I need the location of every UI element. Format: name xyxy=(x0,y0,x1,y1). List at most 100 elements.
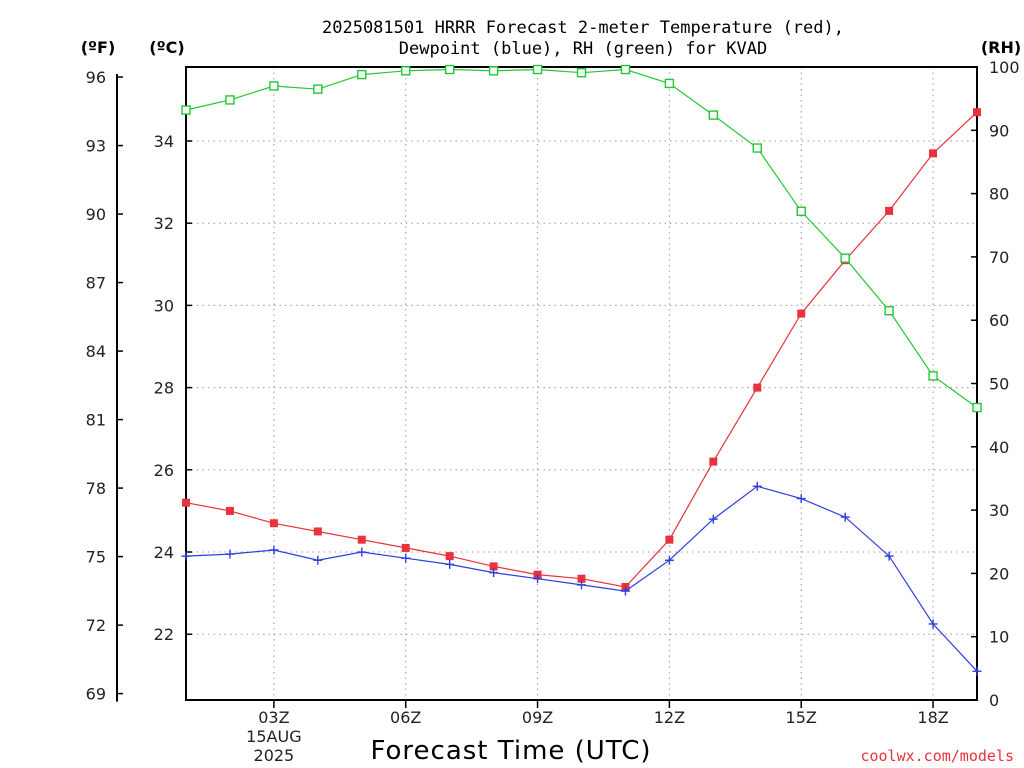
rh-tick-label: 50 xyxy=(989,375,1009,394)
dewpoint-point xyxy=(269,545,279,555)
temperature-point xyxy=(753,383,762,392)
temperature-point xyxy=(182,498,190,507)
dewpoint-point xyxy=(664,555,674,565)
dewpoint-point xyxy=(796,494,806,504)
rh-point xyxy=(664,78,675,89)
dewpoint-point xyxy=(884,551,894,561)
fahrenheit-unit-label: (ºF) xyxy=(81,38,116,57)
rh-tick-label: 100 xyxy=(989,58,1020,77)
grid-lines xyxy=(186,67,977,700)
f-tick-label: 93 xyxy=(86,137,106,156)
x-tick-label: 09Z xyxy=(522,708,553,727)
temperature-point xyxy=(489,562,498,571)
f-tick-label: 72 xyxy=(86,616,106,635)
rh-point xyxy=(269,81,279,91)
x-tick-label: 06Z xyxy=(390,708,421,727)
rh-line xyxy=(185,68,978,409)
c-tick-label: 28 xyxy=(154,379,174,398)
rh-point xyxy=(488,66,499,76)
x-year-label: 2025 xyxy=(254,746,295,765)
dewpoint-point xyxy=(840,512,850,522)
dewpoint-point xyxy=(181,551,191,561)
rh-point xyxy=(796,206,806,217)
temperature-point xyxy=(929,149,938,158)
c-tick-label: 24 xyxy=(154,543,174,562)
x-axis-title: Forecast Time (UTC) xyxy=(370,736,651,766)
f-tick-label: 96 xyxy=(86,68,106,87)
rh-tick-label: 90 xyxy=(989,121,1009,140)
rh-point xyxy=(928,371,938,381)
dewpoint-point xyxy=(577,580,586,590)
dewpoint-point xyxy=(401,553,411,563)
rh-tick-label: 20 xyxy=(989,564,1009,583)
rh-tick-label: 40 xyxy=(989,438,1009,457)
dewpoint-point xyxy=(620,586,630,596)
rh-series xyxy=(181,64,982,413)
temperature-point xyxy=(665,535,674,544)
chart-title-line1: 2025081501 HRRR Forecast 2-meter Tempera… xyxy=(322,18,844,38)
f-tick-label: 81 xyxy=(86,411,106,430)
rh-point xyxy=(576,67,587,78)
rh-tick-label: 70 xyxy=(989,248,1009,267)
f-tick-label: 87 xyxy=(86,274,106,293)
dewpoint-point xyxy=(357,547,367,557)
temperature-point xyxy=(225,506,234,515)
temperature-series xyxy=(182,108,981,591)
rh-point xyxy=(840,253,850,263)
f-tick-label: 69 xyxy=(86,685,106,704)
f-tick-label: 75 xyxy=(86,548,106,567)
rh-point xyxy=(357,69,367,80)
rh-tick-label: 60 xyxy=(989,311,1009,330)
f-tick-label: 90 xyxy=(86,205,106,224)
dewpoint-point xyxy=(489,568,499,578)
rh-tick-label: 10 xyxy=(989,628,1009,647)
rh-unit-label: (RH) xyxy=(981,38,1021,57)
c-tick-label: 32 xyxy=(154,214,174,233)
temperature-point xyxy=(973,108,981,117)
dewpoint-point xyxy=(533,574,543,584)
dewpoint-point xyxy=(708,514,718,524)
f-tick-label: 78 xyxy=(86,479,106,498)
rh-point xyxy=(181,105,191,115)
series-layer xyxy=(181,64,982,676)
rh-point xyxy=(444,64,455,75)
rh-point xyxy=(532,64,543,75)
dewpoint-point xyxy=(225,549,235,559)
temperature-point xyxy=(357,535,366,544)
f-tick-label: 84 xyxy=(86,342,106,361)
dewpoint-point xyxy=(445,559,455,569)
dewpoint-series xyxy=(181,481,982,676)
dewpoint-point xyxy=(928,619,938,629)
chart-title-line2: Dewpoint (blue), RH (green) for KVAD xyxy=(399,39,767,59)
credit-text: coolwx.com/models xyxy=(860,747,1014,765)
rh-point xyxy=(401,66,411,76)
rh-tick-label: 0 xyxy=(989,691,999,710)
x-date-label: 15AUG xyxy=(246,727,301,746)
c-tick-label: 26 xyxy=(154,461,174,480)
x-tick-label: 12Z xyxy=(654,708,685,727)
rh-point xyxy=(313,84,323,94)
axes: 69 72 75 78 81 84 87 90 93 96 22 24 26 28 30 32 34 0 10 20 3… xyxy=(86,58,1020,765)
rh-point xyxy=(752,143,762,153)
temperature-point xyxy=(313,527,322,536)
x-tick-label: 15Z xyxy=(786,708,817,727)
rh-point xyxy=(972,402,982,413)
temperature-point xyxy=(269,519,278,528)
plot-frame xyxy=(185,66,978,701)
temperature-point xyxy=(577,574,586,583)
rh-point xyxy=(225,95,235,105)
temperature-point xyxy=(401,543,410,552)
c-tick-label: 30 xyxy=(154,296,174,315)
rh-tick-label: 80 xyxy=(989,185,1009,204)
x-tick-label: 18Z xyxy=(917,708,948,727)
rh-point xyxy=(620,64,631,75)
rh-point xyxy=(884,306,894,316)
rh-point xyxy=(708,110,719,120)
temperature-point xyxy=(709,457,718,466)
celsius-unit-label: (ºC) xyxy=(149,38,184,57)
dewpoint-point xyxy=(313,555,323,565)
temperature-line xyxy=(185,111,978,588)
x-tick-label: 03Z xyxy=(258,708,289,727)
dewpoint-point xyxy=(972,666,982,676)
